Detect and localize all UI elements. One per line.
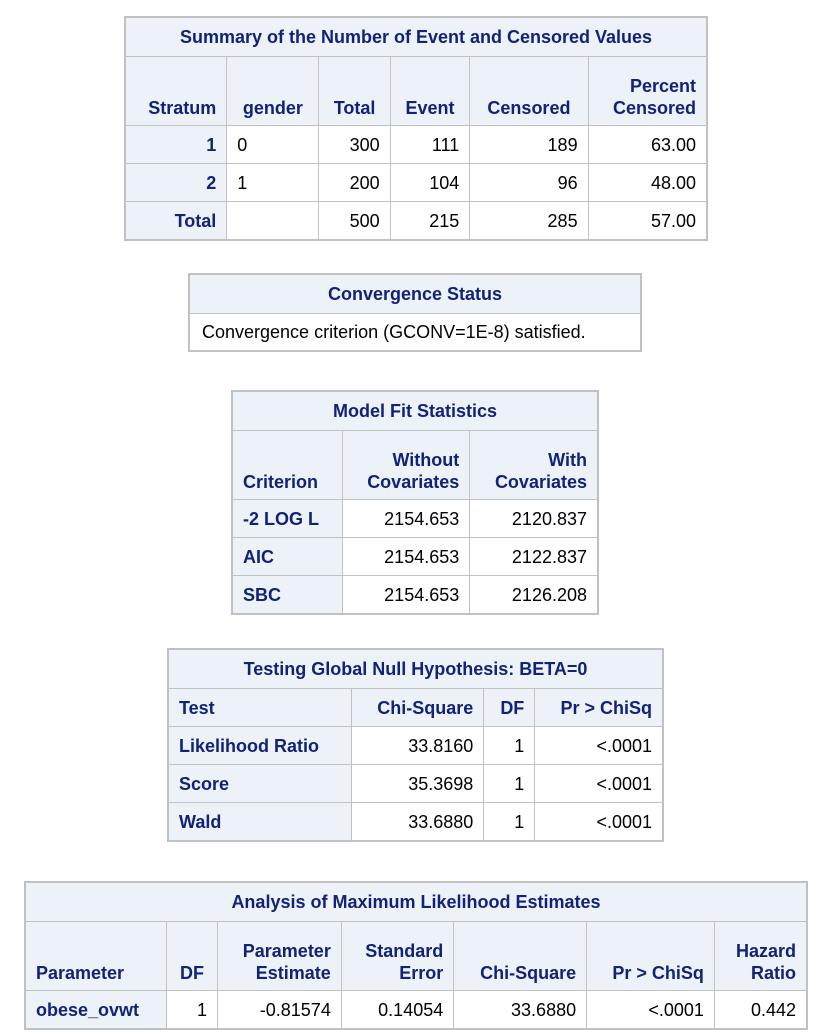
global-null-title: Testing Global Null Hypothesis: BETA=0	[167, 648, 664, 689]
col-header-test: Test	[167, 688, 352, 727]
col-header-total: Total	[318, 56, 391, 126]
p-cell: <.0001	[534, 802, 664, 842]
parameter-cell: obese_ovwt	[24, 990, 167, 1030]
percent-cell: 48.00	[587, 163, 708, 202]
criterion-cell: SBC	[231, 575, 343, 615]
table-row: obese_ovwt 1 -0.81574 0.14054 33.6880 <.…	[24, 990, 808, 1030]
total-cell: 200	[318, 163, 391, 202]
col-header-event: Event	[389, 56, 471, 126]
event-cell: 215	[389, 201, 471, 241]
convergence-table: Convergence Status Convergence criterion…	[188, 273, 642, 352]
hazard-ratio-cell: 0.442	[713, 990, 808, 1030]
col-header-pr-chisq: Pr > ChiSq	[534, 688, 664, 727]
mle-table: Analysis of Maximum Likelihood Estimates…	[24, 881, 808, 1030]
test-cell: Wald	[167, 802, 352, 842]
col-header-pr-chisq: Pr > ChiSq	[586, 921, 715, 991]
chisq-cell: 33.6880	[453, 990, 588, 1030]
table-row: 2 1 200 104 96 48.00	[124, 163, 708, 202]
p-cell: <.0001	[534, 726, 664, 765]
df-cell: 1	[483, 764, 536, 803]
model-fit-title: Model Fit Statistics	[231, 390, 599, 431]
error-cell: 0.14054	[340, 990, 455, 1030]
criterion-cell: AIC	[231, 537, 343, 576]
df-cell: 1	[165, 990, 219, 1030]
total-label: Total	[124, 201, 228, 241]
col-header-chi-square: Chi-Square	[453, 921, 588, 991]
df-cell: 1	[483, 802, 536, 842]
p-cell: <.0001	[534, 764, 664, 803]
total-cell: 300	[318, 125, 391, 164]
censored-cell: 96	[469, 163, 589, 202]
censored-cell: 189	[469, 125, 589, 164]
col-header-df: DF	[165, 921, 219, 991]
col-header-parameter-estimate: Parameter Estimate	[217, 921, 342, 991]
model-fit-table: Model Fit Statistics Criterion Without Co…	[231, 390, 599, 615]
total-row: Total 500 215 285 57.00	[124, 201, 708, 241]
gender-cell: 0	[226, 125, 320, 164]
table-row: -2 LOG L 2154.653 2120.837	[231, 499, 599, 538]
gender-cell: 1	[226, 163, 320, 202]
col-header-hazard-ratio: Hazard Ratio	[713, 921, 808, 991]
table-row: Score 35.3698 1 <.0001	[167, 764, 664, 803]
percent-cell: 57.00	[587, 201, 708, 241]
table-row: 1 0 300 111 189 63.00	[124, 125, 708, 164]
chisq-cell: 33.8160	[350, 726, 485, 765]
total-cell: 500	[318, 201, 391, 241]
col-header-censored: Censored	[469, 56, 589, 126]
col-header-criterion: Criterion	[231, 430, 343, 500]
event-cell: 104	[389, 163, 471, 202]
convergence-title: Convergence Status	[188, 273, 642, 314]
col-header-percent-censored: Percent Censored	[587, 56, 708, 126]
event-cell: 111	[389, 125, 471, 164]
percent-cell: 63.00	[587, 125, 708, 164]
chisq-cell: 33.6880	[350, 802, 485, 842]
stratum-cell: 1	[124, 125, 228, 164]
censored-cell: 285	[469, 201, 589, 241]
table-row: AIC 2154.653 2122.837	[231, 537, 599, 576]
col-header-stratum: Stratum	[124, 56, 228, 126]
table-row: Likelihood Ratio 33.8160 1 <.0001	[167, 726, 664, 765]
convergence-message: Convergence criterion (GCONV=1E-8) satis…	[188, 313, 642, 352]
df-cell: 1	[483, 726, 536, 765]
summary-table: Summary of the Number of Event and Censo…	[124, 16, 708, 241]
col-header-without-covariates: Without Covariates	[341, 430, 471, 500]
table-row: SBC 2154.653 2126.208	[231, 575, 599, 615]
without-cell: 2154.653	[341, 499, 471, 538]
col-header-standard-error: Standard Error	[340, 921, 455, 991]
col-header-chi-square: Chi-Square	[350, 688, 485, 727]
table-row: Wald 33.6880 1 <.0001	[167, 802, 664, 842]
with-cell: 2120.837	[469, 499, 599, 538]
without-cell: 2154.653	[341, 537, 471, 576]
col-header-gender: gender	[226, 56, 320, 126]
stratum-cell: 2	[124, 163, 228, 202]
gender-cell	[226, 201, 320, 241]
global-null-table: Testing Global Null Hypothesis: BETA=0 T…	[167, 648, 664, 842]
without-cell: 2154.653	[341, 575, 471, 615]
test-cell: Likelihood Ratio	[167, 726, 352, 765]
col-header-df: DF	[483, 688, 536, 727]
col-header-parameter: Parameter	[24, 921, 167, 991]
p-cell: <.0001	[586, 990, 715, 1030]
test-cell: Score	[167, 764, 352, 803]
mle-title: Analysis of Maximum Likelihood Estimates	[24, 881, 808, 922]
estimate-cell: -0.81574	[217, 990, 342, 1030]
criterion-cell: -2 LOG L	[231, 499, 343, 538]
with-cell: 2126.208	[469, 575, 599, 615]
summary-table-title: Summary of the Number of Event and Censo…	[124, 16, 708, 57]
chisq-cell: 35.3698	[350, 764, 485, 803]
with-cell: 2122.837	[469, 537, 599, 576]
col-header-with-covariates: With Covariates	[469, 430, 599, 500]
